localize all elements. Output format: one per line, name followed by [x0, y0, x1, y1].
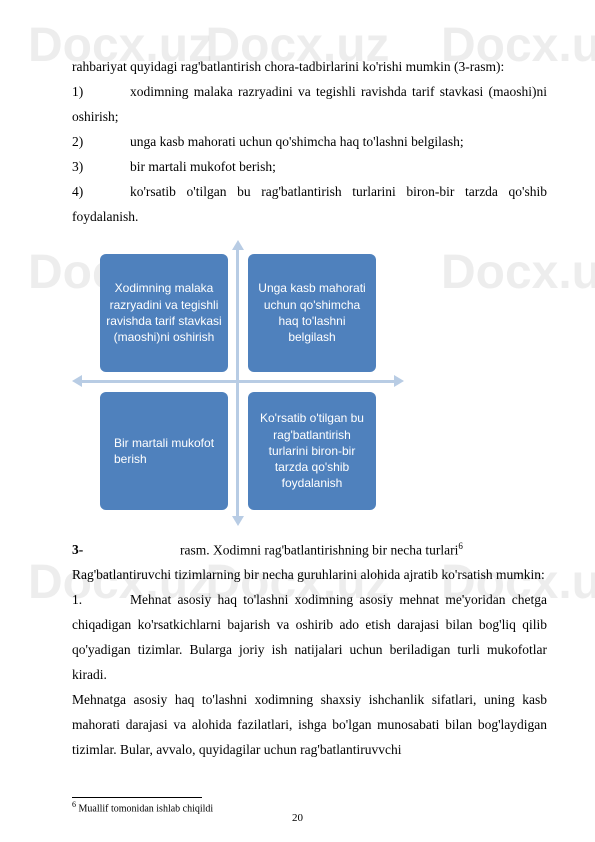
list-num: 1): [72, 80, 130, 105]
caption-text: rasm. Xodimni rag'batlantirishning bir n…: [180, 538, 547, 563]
list-num: 3): [72, 155, 130, 180]
arrow-down-icon: [232, 516, 244, 526]
list-text: Mehnat asosiy haq to'lashni xodimning as…: [72, 592, 547, 682]
page-content: rahbariyat quyidagi rag'batlantirish cho…: [72, 55, 547, 763]
quadrant-box-br: Ko'rsatib o'tilgan bu rag'batlantirish t…: [248, 392, 376, 510]
list-text: ko'rsatib o'tilgan bu rag'batlantirish t…: [72, 184, 547, 224]
list-item-1: 1)xodimning malaka razryadini va tegishl…: [72, 80, 547, 130]
list-item-2: 2)unga kasb mahorati uchun qo'shimcha ha…: [72, 130, 547, 155]
quadrant-diagram: Xodimning malaka razryadini va tegishli …: [78, 244, 398, 524]
body-para-2: Mehnatga asosiy haq to'lashni xodimning …: [72, 688, 547, 763]
caption-number: 3-: [72, 538, 180, 563]
axis-vertical: [236, 246, 239, 518]
arrow-right-icon: [394, 375, 404, 387]
intro-text: rahbariyat quyidagi rag'batlantirish cho…: [72, 55, 547, 80]
list-num: 2): [72, 130, 130, 155]
list-item-4: 4)ko'rsatib o'tilgan bu rag'batlantirish…: [72, 180, 547, 230]
body-list-1: 1.Mehnat asosiy haq to'lashni xodimning …: [72, 588, 547, 688]
list-num: 1.: [72, 588, 130, 613]
list-num: 4): [72, 180, 130, 205]
list-text: unga kasb mahorati uchun qo'shimcha haq …: [130, 134, 464, 149]
list-text: bir martali mukofot berish;: [130, 159, 276, 174]
quadrant-box-bl: Bir martali mukofot berish: [100, 392, 228, 510]
arrow-up-icon: [232, 240, 244, 250]
footnote-ref: 6: [458, 541, 463, 551]
quadrant-box-tl: Xodimning malaka razryadini va tegishli …: [100, 254, 228, 372]
figure-caption: 3- rasm. Xodimni rag'batlantirishning bi…: [72, 538, 547, 563]
list-text: xodimning malaka razryadini va tegishli …: [72, 84, 547, 124]
page-number: 20: [0, 812, 595, 824]
list-item-3: 3)bir martali mukofot berish;: [72, 155, 547, 180]
body-para-1: Rag'batlantiruvchi tizimlarning bir nech…: [72, 563, 547, 588]
quadrant-box-tr: Unga kasb mahorati uchun qo'shimcha haq …: [248, 254, 376, 372]
arrow-left-icon: [72, 375, 82, 387]
footnote-separator: [72, 797, 202, 798]
